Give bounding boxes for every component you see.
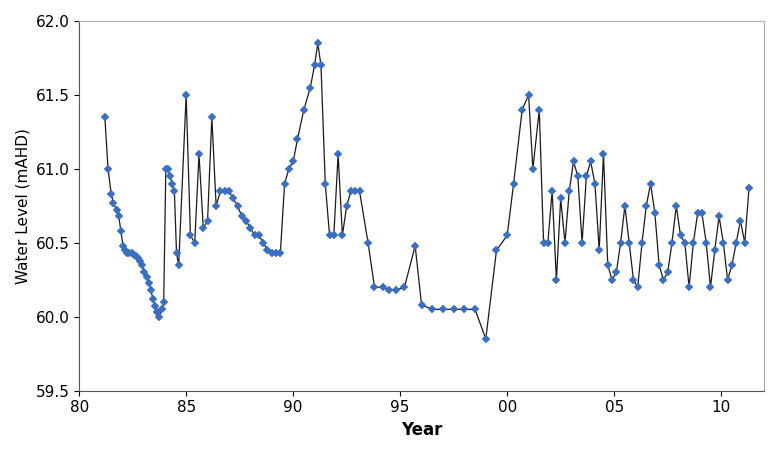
Y-axis label: Water Level (mAHD): Water Level (mAHD) — [15, 128, 30, 284]
X-axis label: Year: Year — [401, 421, 442, 439]
